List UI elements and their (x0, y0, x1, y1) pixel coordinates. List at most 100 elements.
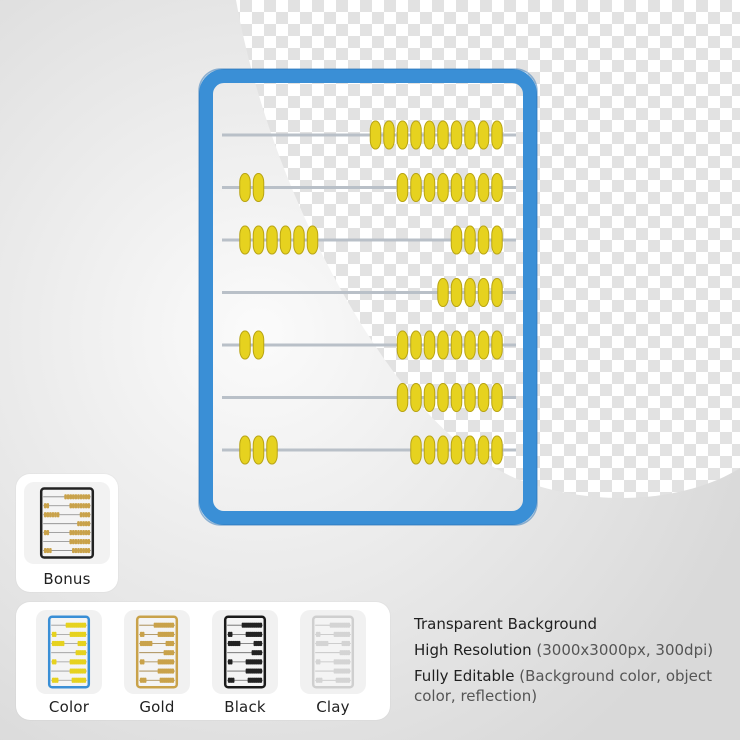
thumbnail-bead (253, 659, 257, 665)
abacus-bead (383, 120, 395, 150)
thumbnail-bead (237, 640, 241, 647)
thumbnail-bead (161, 659, 165, 665)
thumbnail-bead (165, 640, 169, 647)
thumbnail-bead (69, 631, 73, 637)
variant-clay-thumbnail[interactable] (300, 610, 366, 694)
thumbnail-bead (251, 659, 255, 665)
variant-gold-thumbnail[interactable] (124, 610, 190, 694)
thumbnail-bead (245, 622, 249, 628)
thumbnail-bead (87, 521, 91, 527)
thumbnail-bead (345, 668, 349, 674)
thumbnail-bead (84, 521, 88, 527)
abacus-bead (396, 120, 409, 150)
thumbnail-bead (79, 631, 83, 637)
thumbnail-bead (83, 659, 87, 665)
thumbnail-bead (167, 622, 171, 628)
thumbnail-bead (341, 677, 345, 683)
thumbnail-bead (259, 622, 263, 628)
thumbnail-bead (257, 640, 261, 647)
thumbnail-bead (241, 622, 245, 628)
abacus-rods (222, 120, 516, 465)
thumbnail-bead (49, 512, 52, 518)
thumbnail-bead (167, 668, 171, 674)
abacus-bead (464, 278, 476, 307)
abacus-bead (396, 383, 409, 412)
thumbnail-bead (84, 530, 88, 536)
thumbnail-bead (229, 631, 233, 637)
thumbnail-bead (82, 530, 85, 536)
thumbnail-bead (251, 668, 255, 674)
thumbnail-bead (315, 631, 319, 637)
thumbnail-bead (79, 677, 83, 683)
thumbnail-bead (251, 650, 255, 656)
thumbnail-bead (345, 650, 349, 656)
thumbnail-bead (77, 659, 81, 665)
thumbnail-bead (75, 622, 79, 628)
thumbnail-bead (43, 530, 47, 536)
thumbnail-bead (53, 640, 57, 647)
thumbnail-bead (245, 659, 249, 665)
thumbnail-bead (231, 677, 235, 683)
thumbnail-bead (49, 547, 52, 554)
thumbnail-bead (249, 631, 253, 637)
thumbnail-bead (77, 631, 81, 637)
thumbnail-bead (83, 677, 87, 683)
abacus-bead (491, 435, 503, 465)
thumbnail-bead (171, 659, 175, 665)
abacus-bead (464, 330, 476, 360)
variant-color-thumbnail[interactable] (36, 610, 102, 694)
thumbnail-bead (317, 677, 321, 683)
thumbnail-bead (229, 659, 233, 665)
abacus-bead (464, 173, 476, 202)
abacus-bead (491, 120, 503, 150)
thumbnail-bead (251, 631, 255, 637)
thumbnail-bead (339, 659, 343, 665)
thumbnail-bead (339, 631, 343, 637)
abacus-bead (491, 278, 503, 307)
thumbnail-bead (69, 538, 73, 545)
abacus-bead (491, 383, 503, 412)
thumbnail-bead (81, 659, 85, 665)
thumbnail-bead (81, 631, 85, 637)
thumbnail-bead (335, 631, 339, 637)
thumbnail-bead (71, 622, 75, 628)
thumbnail-bead (72, 503, 75, 509)
thumbnail-bead (69, 622, 73, 628)
thumbnail-bead (341, 622, 345, 628)
thumbnail-bead (77, 530, 80, 536)
thumbnail-bead (51, 659, 55, 665)
variant-black-thumbnail[interactable] (212, 610, 278, 694)
thumbnail-bead (82, 547, 85, 554)
thumbnail-bead (81, 622, 85, 628)
abacus-bead (239, 173, 251, 202)
abacus-bead (410, 330, 422, 360)
thumbnail-bead (343, 668, 347, 674)
abacus-bead (252, 225, 265, 255)
thumbnail-bead (83, 622, 87, 628)
thumbnail-bead (84, 538, 88, 545)
bonus-card[interactable]: Bonus (16, 474, 118, 592)
abacus-bead (239, 435, 251, 465)
thumbnail-bead (159, 677, 163, 683)
thumbnail-bead (139, 677, 143, 683)
thumbnail-bead (317, 631, 321, 637)
thumbnail-bead (73, 668, 77, 674)
thumbnail-bead (141, 677, 145, 683)
abacus-bead (477, 435, 490, 465)
thumbnail-bead (157, 622, 161, 628)
thumbnail-bead (79, 659, 83, 665)
thumbnail-bead (345, 677, 349, 683)
thumbnail-bead (75, 677, 79, 683)
thumbnail-bead (73, 677, 77, 683)
thumbnail-bead (167, 677, 171, 683)
thumbnail-bead (77, 650, 81, 656)
features-list: Transparent Background High Resolution (… (414, 614, 736, 712)
thumbnail-bead (161, 677, 165, 683)
thumbnail-bead (83, 640, 87, 647)
thumbnail-bead (339, 650, 343, 656)
thumbnail-bead (253, 631, 257, 637)
thumbnail-bead (255, 622, 259, 628)
thumbnail-bead (341, 668, 345, 674)
thumbnail-bead (251, 677, 255, 683)
thumbnail-bead (259, 650, 263, 656)
